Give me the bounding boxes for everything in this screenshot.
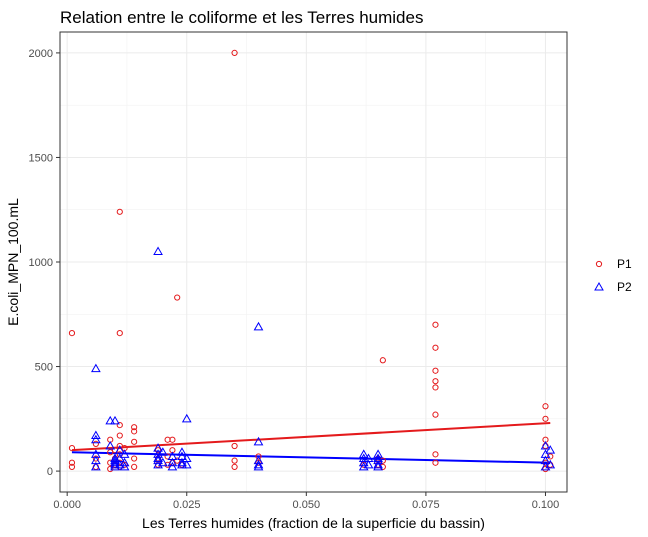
data-point-p2	[253, 436, 264, 446]
y-tick-label: 1000	[29, 257, 53, 269]
data-point-p1	[107, 465, 114, 473]
data-point-p2	[358, 457, 369, 467]
data-point-p2	[167, 457, 178, 467]
x-tick-label: 0.025	[173, 499, 201, 511]
legend-label-p1: P1	[617, 257, 632, 271]
data-point-p1	[116, 208, 123, 215]
data-point-p1	[231, 457, 238, 464]
data-point-p2	[157, 457, 168, 467]
data-point-p2	[358, 449, 369, 458]
data-point-p2	[373, 459, 383, 469]
data-point-p2	[110, 457, 120, 467]
legend-key-p1	[595, 260, 603, 268]
data-point-p1	[432, 411, 439, 418]
legend: P1 P2	[594, 257, 632, 294]
data-point-p2	[110, 415, 120, 425]
trend-line-p1	[71, 422, 551, 452]
y-axis-title: E.coli_MPN_100.mL	[5, 198, 21, 326]
trend-lines	[71, 422, 551, 464]
data-point-p1	[68, 459, 76, 466]
chart-title: Relation entre le coliforme et les Terre…	[60, 8, 423, 27]
data-point-p1	[174, 457, 181, 464]
data-point-p1	[231, 463, 238, 471]
data-point-p2	[105, 415, 116, 425]
data-point-p2	[363, 459, 374, 469]
data-point-p1	[68, 463, 76, 471]
data-point-p2	[91, 461, 101, 471]
data-point-p2	[114, 445, 125, 454]
data-point-p2	[167, 461, 178, 471]
data-point-p1	[231, 442, 238, 450]
data-point-p2	[358, 453, 369, 463]
data-point-p2	[253, 461, 264, 471]
data-point-p1	[131, 424, 138, 431]
data-point-p1	[116, 329, 123, 337]
data-point-p1	[542, 465, 549, 473]
data-point-p1	[432, 321, 439, 328]
data-point-p2	[177, 457, 187, 467]
data-point-p1	[432, 344, 439, 351]
y-tick-label: 500	[35, 362, 53, 374]
data-point-p2	[157, 447, 168, 456]
data-point-p2	[177, 459, 187, 469]
data-point-p2	[253, 459, 264, 469]
data-point-p2	[545, 459, 556, 469]
x-tick-label: 0.100	[532, 499, 560, 511]
data-point-p1	[174, 294, 181, 301]
data-point-p1	[255, 453, 262, 460]
legend-label-p2: P2	[617, 280, 632, 294]
data-point-p1	[542, 415, 549, 422]
data-point-p1	[116, 421, 123, 429]
data-point-p2	[110, 459, 120, 469]
data-point-p2	[253, 321, 264, 331]
data-point-p2	[153, 246, 163, 256]
data-point-p2	[119, 449, 130, 458]
data-point-p2	[540, 440, 551, 450]
data-point-p1	[154, 447, 162, 454]
data-point-p1	[131, 455, 138, 462]
data-point-p2	[105, 440, 116, 450]
y-tick-label: 2000	[29, 48, 53, 60]
data-point-p2	[91, 434, 101, 444]
y-tick-label: 1500	[29, 152, 53, 164]
data-point-p2	[181, 459, 192, 469]
data-point-p1	[169, 436, 176, 443]
data-point-p2	[119, 461, 130, 471]
data-point-p2	[545, 445, 556, 454]
data-point-p2	[177, 447, 187, 456]
data-point-p1	[92, 440, 99, 448]
legend-key-p2	[594, 281, 604, 291]
axis-ticks: 0.000 0.025 0.050 0.075 0.100 0 500 1000 1500 200…	[29, 48, 560, 511]
x-tick-label: 0.000	[53, 499, 81, 511]
x-tick-label: 0.050	[293, 499, 321, 511]
y-tick-label: 0	[47, 466, 53, 478]
data-point-p1	[547, 453, 554, 460]
x-axis-title: Les Terres humides (fraction de la super…	[142, 515, 485, 531]
data-point-p1	[68, 329, 76, 337]
data-point-p1	[131, 463, 138, 471]
data-point-p1	[116, 432, 123, 439]
data-points	[68, 49, 556, 473]
data-point-p1	[379, 357, 386, 364]
data-point-p2	[153, 455, 163, 465]
data-point-p1	[432, 378, 439, 385]
data-point-p1	[432, 384, 439, 391]
trend-line-p2	[71, 451, 551, 464]
x-tick-label: 0.075	[412, 499, 440, 511]
data-point-p2	[119, 457, 130, 467]
data-point-p2	[181, 413, 192, 423]
grid	[60, 32, 567, 492]
data-point-p1	[542, 403, 549, 410]
data-point-p2	[373, 461, 383, 471]
data-point-p1	[432, 367, 439, 374]
data-point-p1	[68, 444, 76, 452]
data-point-p1	[432, 451, 439, 458]
data-point-p1	[131, 428, 138, 435]
data-point-p1	[131, 438, 138, 445]
data-point-p1	[231, 49, 238, 57]
data-point-p2	[91, 363, 101, 373]
data-point-p2	[91, 430, 101, 440]
data-point-p1	[432, 459, 439, 466]
